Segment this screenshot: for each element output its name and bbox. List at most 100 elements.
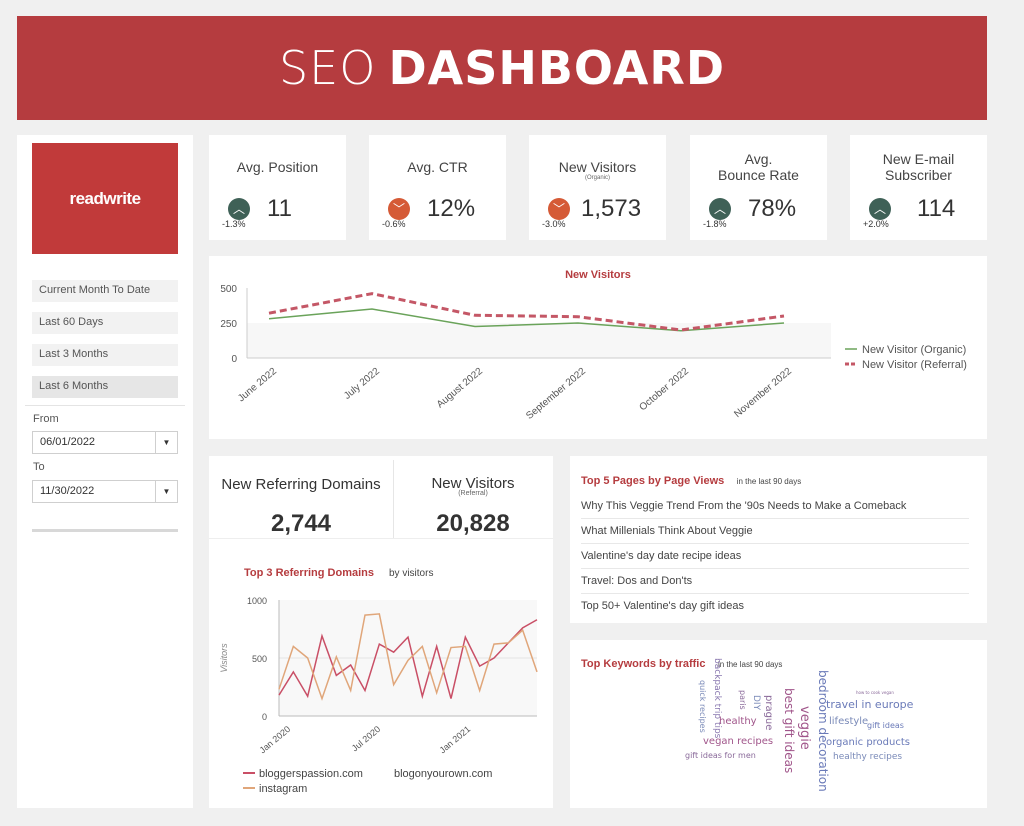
- divider: [209, 538, 553, 539]
- sidebar: readwrite Current Month To Date Last 60 …: [17, 135, 193, 808]
- from-date-field[interactable]: 06/01/2022 ▼: [32, 431, 178, 454]
- new-visitors-referral-title: New Visitors (Referral): [393, 476, 553, 497]
- x-tick-label: September 2022: [524, 366, 588, 422]
- page-item[interactable]: Valentine's day date recipe ideas: [581, 544, 969, 569]
- page-item[interactable]: What Millenials Think About Veggie: [581, 519, 969, 544]
- referring-card: New Referring Domains 2,744 New Visitors…: [209, 456, 553, 808]
- keyword: DIY: [751, 695, 761, 711]
- top-keywords-title: Top Keywords by traffic: [581, 658, 706, 670]
- dashboard-header: SEO DASHBOARD: [17, 16, 987, 120]
- kpi-title: New Visitors (Organic): [529, 159, 666, 181]
- kpi-delta: -0.6%: [382, 219, 406, 229]
- legend-label: instagram: [259, 783, 307, 795]
- kpi-title-line1: New E-mail: [882, 151, 955, 167]
- new-visitors-chart-card: New Visitors 500 250 0 June 2022 July 2022 Aug…: [209, 256, 987, 439]
- y-axis-label: Visitors: [219, 643, 229, 673]
- to-date-value: 11/30/2022: [40, 485, 95, 497]
- legend-label: bloggerspassion.com: [259, 768, 363, 780]
- series-line-referral: [268, 292, 785, 332]
- header-title-bold: DASHBOARD: [388, 41, 726, 95]
- y-tick-label: 0: [262, 712, 267, 722]
- chevron-down-icon: ﹀: [388, 198, 410, 220]
- keyword: healthy recipes: [833, 752, 903, 762]
- divider: [393, 460, 394, 538]
- page-item[interactable]: Travel: Dos and Don'ts: [581, 569, 969, 594]
- readwrite-logo: readwrite: [32, 143, 178, 254]
- keyword: prague: [763, 695, 774, 731]
- x-tick-label: July 2022: [342, 366, 382, 402]
- keyword-cloud: backpack trip tips quick recipes paris DIY p…: [570, 640, 987, 808]
- keyword: best gift ideas: [782, 688, 796, 774]
- kpi-title-text: New Visitors: [558, 159, 637, 175]
- kpi-title: Avg. Bounce Rate: [690, 151, 827, 183]
- x-tick-label: August 2022: [435, 366, 485, 411]
- page-item[interactable]: Why This Veggie Trend From the '90s Need…: [581, 494, 969, 519]
- chevron-down-icon: ﹀: [548, 198, 570, 220]
- chart-subtitle: by visitors: [389, 568, 433, 579]
- keyword: healthy: [719, 716, 757, 727]
- range-current-month[interactable]: Current Month To Date: [32, 280, 178, 302]
- series-line-organic: [268, 308, 785, 332]
- top-pages-subtitle: in the last 90 days: [736, 477, 802, 486]
- keyword: vegan recipes: [703, 736, 774, 747]
- keyword: travel in europe: [826, 698, 914, 711]
- keyword: backpack trip tips: [712, 658, 722, 739]
- chevron-up-icon: ︿: [869, 198, 891, 220]
- from-label: From: [33, 413, 59, 425]
- chevron-up-icon: ︿: [709, 198, 731, 220]
- y-tick-label: 0: [231, 354, 237, 365]
- referring-domains-title: New Referring Domains: [221, 476, 381, 493]
- kpi-title-line2: Bounce Rate: [718, 167, 799, 183]
- chart-title: Top 3 Referring Domains: [244, 567, 374, 579]
- kpi-title-line2: Subscriber: [885, 167, 952, 183]
- kpi-new-visitors-organic: New Visitors (Organic) ﹀ 1,573 -3.0%: [529, 135, 666, 240]
- range-last-60-days[interactable]: Last 60 Days: [32, 312, 178, 334]
- title-text: New Visitors: [431, 475, 515, 492]
- y-tick-label: 500: [252, 654, 267, 664]
- kpi-title: Avg. CTR: [407, 159, 468, 175]
- legend-label: blogonyourown.com: [394, 768, 492, 780]
- sidebar-separator: [32, 529, 178, 532]
- kpi-title-line1: Avg.: [744, 151, 773, 167]
- y-tick-label: 250: [220, 319, 237, 330]
- kpi-value: 78%: [748, 195, 797, 222]
- x-tick-label: Jul 2020: [350, 724, 382, 754]
- legend-label: New Visitor (Referral): [862, 359, 967, 371]
- kpi-email-subscriber: New E-mail Subscriber ︿ 114 +2.0%: [850, 135, 987, 240]
- caret-down-icon[interactable]: ▼: [155, 481, 177, 502]
- chevron-up-icon: ︿: [228, 198, 250, 220]
- kpi-delta: -1.8%: [703, 219, 727, 229]
- keyword: organic products: [826, 737, 910, 748]
- keyword: bedroom decoration: [816, 670, 830, 792]
- keyword: veggie: [797, 706, 812, 750]
- range-last-6-months[interactable]: Last 6 Months: [32, 376, 178, 398]
- kpi-avg-ctr: Avg. CTR ﹀ 12% -0.6%: [369, 135, 506, 240]
- keyword: lifestyle: [829, 716, 869, 727]
- keyword: quick recipes: [698, 680, 707, 733]
- x-tick-label: June 2022: [236, 366, 279, 405]
- kpi-value: 114: [917, 195, 956, 222]
- range-last-3-months[interactable]: Last 3 Months: [32, 344, 178, 366]
- x-tick-label: November 2022: [732, 366, 794, 420]
- x-tick-label: October 2022: [637, 366, 691, 414]
- page-item[interactable]: Top 50+ Valentine's day gift ideas: [581, 600, 745, 612]
- top-keywords-heading: Top Keywords by traffic in the last 90 d…: [581, 654, 782, 672]
- kpi-delta: +2.0%: [863, 219, 889, 229]
- legend-label: New Visitor (Organic): [862, 344, 966, 356]
- kpi-delta: -3.0%: [542, 219, 566, 229]
- top-keywords-card: Top Keywords by traffic in the last 90 d…: [570, 640, 987, 808]
- x-tick-label: Jan 2021: [437, 724, 472, 755]
- to-date-field[interactable]: 11/30/2022 ▼: [32, 480, 178, 503]
- keyword: gift ideas: [867, 721, 904, 730]
- top-referring-domains-chart: Top 3 Referring Domains by visitors 1000 50…: [219, 567, 538, 795]
- chart-title: New Visitors: [565, 269, 631, 281]
- keyword: how to cook vegan: [856, 690, 894, 695]
- caret-down-icon[interactable]: ▼: [155, 432, 177, 453]
- header-title-light: SEO: [278, 41, 377, 95]
- top-pages-heading: Top 5 Pages by Page Views in the last 90…: [581, 471, 801, 489]
- kpi-value: 1,573: [581, 195, 642, 222]
- y-tick-label: 1000: [247, 596, 267, 606]
- keyword: paris: [738, 690, 747, 710]
- from-date-value: 06/01/2022: [40, 436, 96, 448]
